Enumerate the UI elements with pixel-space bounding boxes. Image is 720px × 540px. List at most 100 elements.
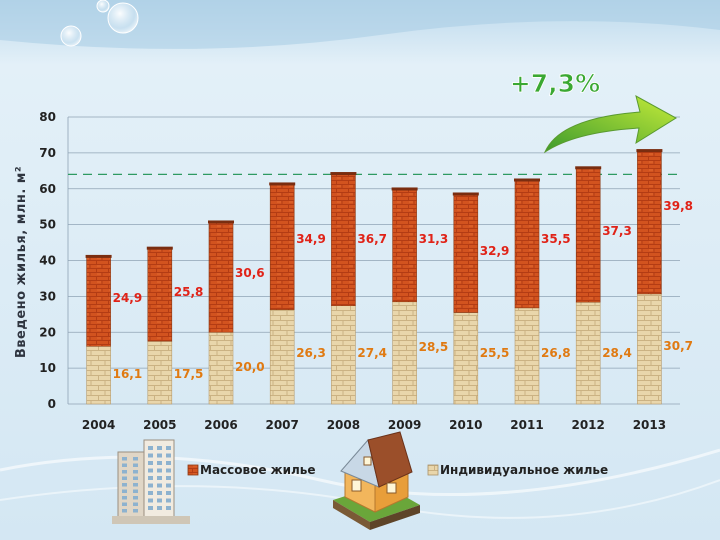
building-window <box>122 457 127 461</box>
building-window <box>157 491 162 495</box>
building-window <box>122 489 127 493</box>
building-window <box>122 470 127 474</box>
building-window <box>122 483 127 487</box>
bar-mass <box>269 184 295 310</box>
building-window <box>148 461 153 465</box>
building-window <box>122 476 127 480</box>
building-window <box>148 506 153 510</box>
value-label-mass: 30,6 <box>235 266 265 280</box>
bar-mass <box>453 194 479 313</box>
bar-individual <box>637 293 662 405</box>
building-window <box>122 502 127 506</box>
bar-individual <box>575 301 601 405</box>
house-icon <box>333 431 420 530</box>
building-window <box>133 489 138 493</box>
bar-cap <box>452 192 479 196</box>
y-tick-label: 70 <box>39 146 56 160</box>
bar-mass <box>637 150 662 295</box>
value-label-mass: 36,7 <box>357 232 387 246</box>
bars <box>85 149 663 405</box>
building-window <box>157 446 162 450</box>
y-tick-label: 30 <box>39 289 56 303</box>
value-label-mass: 25,8 <box>174 285 204 299</box>
x-tick-label: 2011 <box>510 418 543 432</box>
bar-cap <box>636 149 663 153</box>
bar-individual <box>453 312 479 405</box>
legend: Массовое жилье Индивидуальное жилье <box>187 463 608 477</box>
x-tick-label: 2010 <box>449 418 482 432</box>
bar-mass <box>514 180 540 309</box>
building-window <box>148 446 153 450</box>
bar-mass <box>575 168 601 303</box>
value-label-individual: 17,5 <box>174 367 204 381</box>
y-tick-label: 50 <box>39 218 56 232</box>
y-tick-label: 10 <box>39 361 56 375</box>
building-window <box>157 453 162 458</box>
building-window <box>133 502 138 506</box>
bar-mass <box>86 256 111 347</box>
bar-individual <box>208 331 234 405</box>
bar-individual <box>331 305 356 405</box>
building-window <box>133 496 138 500</box>
bar-individual <box>86 345 111 405</box>
bar-mass <box>331 173 356 307</box>
building-window <box>166 476 171 480</box>
building-window <box>148 476 153 480</box>
value-label-individual: 26,3 <box>296 346 326 360</box>
value-label-individual: 28,5 <box>419 340 449 354</box>
building-window <box>122 463 127 467</box>
bar-cap <box>85 254 112 258</box>
value-label-mass: 39,8 <box>663 199 693 213</box>
building-window <box>148 498 153 503</box>
bar-cap <box>514 178 540 182</box>
bar-cap <box>391 187 418 191</box>
building-window <box>157 506 162 510</box>
x-tick-label: 2008 <box>327 418 360 432</box>
building-window <box>166 491 171 495</box>
y-tick-label: 40 <box>39 254 56 268</box>
bar-cap <box>575 166 602 170</box>
y-tick-labels: 0 10 20 30 40 50 60 70 80 <box>39 110 56 411</box>
building-window <box>133 476 138 480</box>
growth-arrow-icon <box>543 95 677 154</box>
building-window <box>148 468 153 473</box>
value-label-mass: 32,9 <box>480 244 510 258</box>
building-window <box>157 461 162 465</box>
value-label-mass: 34,9 <box>296 232 326 246</box>
building-window <box>133 470 138 474</box>
bar-cap <box>330 172 357 176</box>
building-window <box>133 483 138 487</box>
bar-cap <box>269 182 296 186</box>
x-tick-label: 2007 <box>265 418 298 432</box>
value-label-individual: 28,4 <box>602 346 632 360</box>
building-window <box>166 446 171 450</box>
y-tick-label: 80 <box>39 110 56 124</box>
x-tick-label: 2009 <box>388 418 421 432</box>
building-window <box>148 483 153 488</box>
legend-label-mass: Массовое жилье <box>200 463 316 477</box>
x-tick-label: 2006 <box>204 418 237 432</box>
building-window <box>166 461 171 465</box>
legend-swatch-individual <box>427 464 439 476</box>
bar-mass <box>392 189 417 303</box>
x-tick-label: 2005 <box>143 418 176 432</box>
building-window <box>157 476 162 480</box>
building-window <box>133 463 138 467</box>
building-window <box>166 498 171 503</box>
value-label-individual: 27,4 <box>357 346 387 360</box>
value-label-mass: 24,9 <box>113 291 143 305</box>
value-label-individual: 25,5 <box>480 346 510 360</box>
y-tick-label: 60 <box>39 182 56 196</box>
building-window <box>122 496 127 500</box>
building-window <box>157 498 162 503</box>
legend-swatch-mass <box>187 464 199 476</box>
bar-mass <box>147 248 173 342</box>
decorative-bubbles <box>60 0 139 47</box>
x-tick-label: 2013 <box>633 418 666 432</box>
value-label-mass: 31,3 <box>419 232 449 246</box>
y-tick-label: 0 <box>48 397 56 411</box>
y-axis-title: Введено жилья, млн. м² <box>14 166 29 358</box>
growth-annotation: +7,3% <box>510 69 600 98</box>
value-label-individual: 20,0 <box>235 360 265 374</box>
bar-cap <box>208 220 234 224</box>
